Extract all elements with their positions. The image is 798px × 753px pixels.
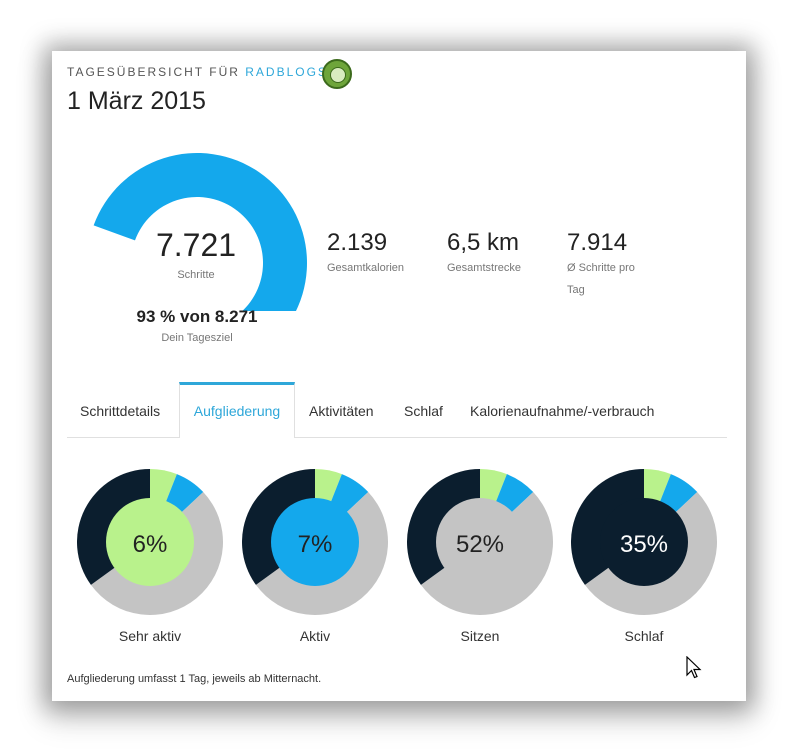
stat-distance: 6,5 km Gesamtstrecke — [447, 229, 521, 279]
stat-avg-steps-label-1: Ø Schritte pro — [567, 262, 635, 274]
goal-label: Dein Tagesziel — [161, 332, 233, 344]
user-badge-icon[interactable] — [322, 59, 352, 89]
tabs-divider — [67, 437, 727, 438]
tab-aufgliederung-label: Aufgliederung — [193, 403, 281, 419]
tab-schlaf[interactable]: Schlaf — [404, 403, 443, 419]
tab-aktivitaeten[interactable]: Aktivitäten — [309, 403, 374, 419]
stat-calories-value: 2.139 — [327, 229, 388, 256]
donut-percent-sitzen: 52% — [455, 531, 505, 558]
eyebrow-prefix: TAGESÜBERSICHT FÜR — [67, 65, 240, 79]
donut-percent-aktiv: 7% — [297, 531, 333, 558]
donut-percent-sehr-aktiv: 6% — [132, 531, 168, 558]
stat-distance-value: 6,5 km — [447, 229, 520, 256]
donut-center-sitzen — [436, 498, 524, 586]
tab-aufgliederung[interactable]: Aufgliederung — [179, 382, 295, 438]
steps-gauge — [93, 153, 307, 311]
donut-chart-sitzen — [407, 469, 553, 615]
breakdown-footnote: Aufgliederung umfasst 1 Tag, jeweils ab … — [67, 673, 322, 685]
donut-center-sehr-aktiv — [106, 498, 194, 586]
donut-center-schlaf — [600, 498, 688, 586]
donut-chart-schlaf — [571, 469, 717, 615]
donut-center-aktiv — [271, 498, 359, 586]
stat-distance-label: Gesamtstrecke — [447, 262, 521, 274]
donut-label-sehr-aktiv: Sehr aktiv — [118, 628, 182, 644]
daily-summary-card: TAGESÜBERSICHT FÜR RADBLOGS 1 März 2015 … — [52, 51, 746, 701]
donut-chart-aktiv — [242, 469, 388, 615]
donut-percent-schlaf: 35% — [619, 531, 669, 558]
user-link[interactable]: RADBLOGS — [245, 65, 328, 79]
tab-kalorien[interactable]: Kalorienaufnahme/-verbrauch — [470, 403, 655, 419]
donut-label-aktiv: Aktiv — [299, 628, 331, 644]
stat-calories-label: Gesamtkalorien — [327, 262, 405, 274]
goal-progress-text: 93 % von 8.271 — [136, 307, 258, 326]
donut-label-sitzen: Sitzen — [460, 628, 500, 644]
mouse-cursor-icon — [686, 656, 702, 679]
stat-calories: 2.139 Gesamtkalorien — [327, 229, 404, 279]
tab-schrittdetails[interactable]: Schrittdetails — [80, 403, 161, 419]
donut-label-schlaf: Schlaf — [624, 628, 664, 644]
steps-value: 7.721 — [155, 227, 237, 263]
stat-avg-steps: 7.914 Ø Schritte pro Tag — [567, 229, 635, 301]
donut-chart-sehr-aktiv — [77, 469, 223, 615]
stat-avg-steps-label-2: Tag — [567, 284, 585, 296]
summary-eyebrow: TAGESÜBERSICHT FÜR RADBLOGS — [67, 65, 328, 79]
page-title-date: 1 März 2015 — [67, 87, 206, 115]
steps-label: Schritte — [177, 269, 215, 281]
stat-avg-steps-value: 7.914 — [567, 229, 628, 256]
steps-gauge-fill — [93, 153, 307, 311]
